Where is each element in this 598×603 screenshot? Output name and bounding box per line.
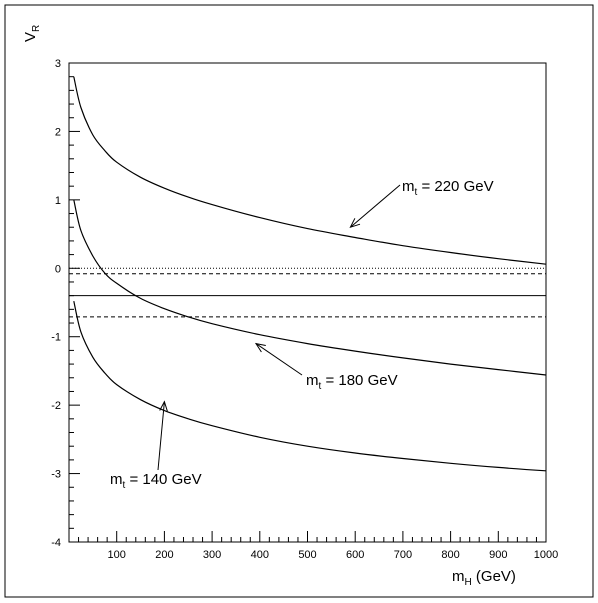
annotation-arrowhead-2	[254, 342, 266, 353]
x-tick-label: 900	[489, 549, 507, 561]
annotation-arrowhead-1	[349, 218, 361, 229]
x-tick-label: 200	[155, 549, 173, 561]
x-tick-label: 100	[108, 549, 126, 561]
x-tick-label: 500	[298, 549, 316, 561]
x-tick-label: 400	[251, 549, 269, 561]
annotation-arrowhead-3	[159, 400, 168, 412]
y-tick-label: -3	[51, 469, 61, 481]
curve-1	[73, 76, 547, 265]
x-tick-label: 700	[394, 549, 412, 561]
annotation-mt-140: mt = 140 GeV	[110, 471, 202, 491]
y-tick-label: -1	[51, 332, 61, 344]
x-axis-title-main: m	[452, 568, 465, 585]
y-tick-label: 0	[55, 263, 61, 275]
outer-frame	[4, 4, 594, 598]
x-axis-title-sub: H	[465, 577, 472, 588]
annotation-arrow-1	[350, 184, 401, 228]
x-tick-label: 600	[346, 549, 364, 561]
x-axis-title: mH (GeV)	[452, 568, 516, 588]
x-tick-label: 800	[441, 549, 459, 561]
y-tick-label: -2	[51, 400, 61, 412]
y-tick-label: -4	[51, 537, 61, 549]
y-tick-label: 2	[55, 126, 61, 138]
y-axis-title: VR	[22, 25, 42, 42]
x-axis-title-rest: (GeV)	[472, 568, 516, 585]
curve-2	[73, 199, 547, 376]
y-tick-label: 3	[55, 58, 61, 70]
y-axis-title-sub: R	[31, 25, 42, 32]
annotation-arrow-3	[157, 401, 165, 471]
x-tick-label: 300	[203, 549, 221, 561]
annotation-mt-180: mt = 180 GeV	[306, 372, 398, 392]
annotation-arrow-2	[255, 343, 303, 376]
y-axis-title-main: V	[22, 32, 39, 42]
plot-area: -4 -3 -2 -1 0 1 2 3 100 200 300 400 500 600 700 800 900 1…	[51, 58, 558, 561]
annotation-mt-220: mt = 220 GeV	[402, 178, 494, 198]
curve-3	[73, 300, 547, 472]
x-tick-label: 1000	[534, 549, 558, 561]
y-tick-label: 1	[55, 195, 61, 207]
